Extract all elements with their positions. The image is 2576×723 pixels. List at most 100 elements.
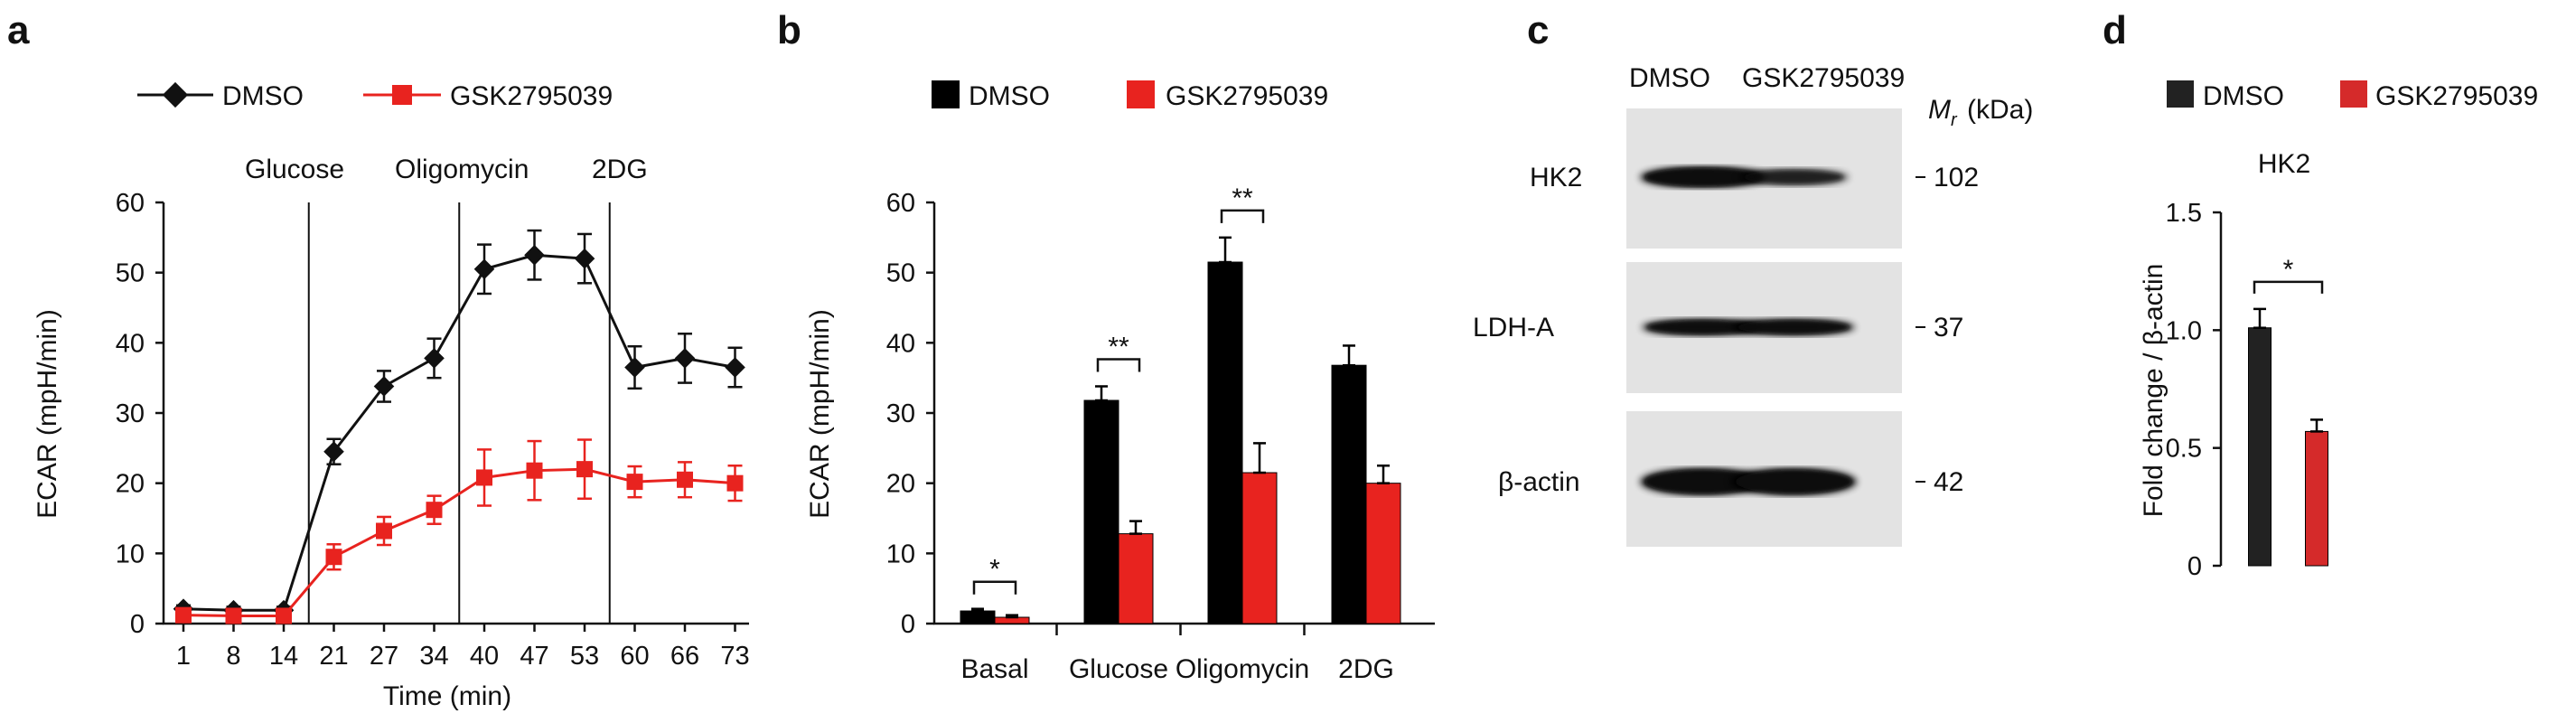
data-point-diamond [473, 258, 495, 280]
data-point-square [677, 471, 693, 488]
x-tick-label: 60 [620, 642, 649, 671]
x-tick-label: 66 [670, 642, 699, 671]
blot-band [1645, 168, 1761, 186]
x-tick-label: 1 [176, 642, 191, 671]
panel-a-line-chart: a DMSO GSK2795039 Glucose Oligomycin 2DG… [7, 8, 750, 711]
legend-dmso-label: DMSO [2203, 81, 2284, 111]
panel-d-label: d [2103, 8, 2127, 52]
panel-d-y-ticks: 0 0.5 1.0 1.5 [2166, 199, 2221, 581]
panel-a-x-title: Time (min) [383, 681, 511, 711]
bar-dmso [2248, 327, 2272, 567]
y-tick-label: 1.0 [2166, 316, 2202, 345]
y-tick-label: 60 [116, 189, 145, 218]
bar-dmso [1083, 399, 1119, 624]
bar-gsk [1241, 472, 1278, 624]
data-point-square [276, 607, 292, 624]
x-tick-label: 53 [570, 642, 599, 671]
bar-dmso [960, 610, 996, 624]
data-point-square [225, 607, 242, 624]
panel-d-legend: DMSO GSK2795039 [2167, 80, 2538, 111]
series-line [183, 467, 735, 617]
panel-a-label: a [7, 8, 30, 52]
mw-marker-actin: 42 [1934, 467, 1963, 497]
mw-marker-hk2: 102 [1934, 163, 1979, 192]
y-tick-label: 10 [116, 540, 145, 568]
x-tick-label: 47 [520, 642, 548, 671]
legend-gsk-swatch [1127, 80, 1155, 108]
data-point-square [526, 462, 543, 479]
legend-dmso-label: DMSO [969, 81, 1050, 111]
panel-d-y-title: Fold change / β-actin [2139, 264, 2169, 518]
panel-b-categories: Basal Glucose Oligomycin 2DG [960, 624, 1394, 684]
panel-b-legend: DMSO GSK2795039 [932, 80, 1328, 111]
mw-label: Mr [1928, 95, 1958, 130]
panel-a-injection-lines [307, 202, 611, 624]
data-point-square [576, 461, 593, 478]
category-label: Glucose [1069, 654, 1168, 684]
x-tick-label: 40 [470, 642, 499, 671]
data-point-square [426, 502, 443, 519]
y-tick-label: 0.5 [2166, 435, 2202, 464]
mw-unit: (kDa) [1967, 95, 2033, 125]
panel-d-bar-chart: d DMSO GSK2795039 HK2 Fold change / β-ac… [2103, 8, 2538, 581]
y-tick-label: 10 [886, 540, 915, 568]
blot-row-label-ldha: LDH-A [1473, 313, 1554, 343]
y-tick-label: 0 [130, 610, 145, 639]
data-point-diamond [424, 348, 445, 369]
category-label: Oligomycin [1176, 654, 1309, 684]
y-tick-label: 0 [2187, 552, 2202, 581]
significance-star: * [2283, 255, 2294, 285]
legend-dmso-label: DMSO [222, 81, 304, 111]
y-tick-label: 60 [886, 189, 915, 218]
bar-dmso [1331, 364, 1367, 624]
x-tick-label: 14 [269, 642, 298, 671]
bar-gsk [1118, 533, 1154, 624]
x-tick-label: 34 [419, 642, 448, 671]
data-point-diamond [524, 244, 545, 266]
panel-a-series [173, 229, 745, 624]
data-point-diamond [674, 348, 696, 369]
panel-b-bars: ***** [960, 183, 1401, 624]
bar-dmso [1207, 261, 1243, 624]
data-point-square [376, 522, 392, 540]
data-point-diamond [323, 441, 344, 463]
panel-c-western-blot: c DMSO GSK2795039 Mr (kDa) HK2 LDH-A β-a… [1473, 8, 2033, 547]
legend-gsk-swatch [2340, 80, 2367, 108]
blot-band [1738, 320, 1850, 334]
panel-d-title: HK2 [2258, 149, 2310, 179]
data-point-square [175, 606, 192, 624]
data-point-diamond [624, 357, 645, 378]
significance-bracket [2253, 280, 2324, 294]
y-tick-label: 0 [901, 610, 915, 639]
panel-d-bars: * [2248, 255, 2328, 567]
bar-gsk [2305, 430, 2328, 567]
y-tick-label: 30 [886, 399, 915, 428]
lane-label-dmso: DMSO [1629, 63, 1710, 93]
category-label: 2DG [1338, 654, 1394, 684]
legend-gsk-label: GSK2795039 [450, 81, 613, 111]
panel-b-y-ticks: 0 10 20 30 40 50 60 [886, 189, 934, 639]
y-tick-label: 1.5 [2166, 199, 2202, 228]
x-tick-label: 8 [226, 642, 240, 671]
y-tick-label: 20 [886, 470, 915, 499]
legend-gsk-label: GSK2795039 [2375, 81, 2538, 111]
panel-c-label: c [1527, 8, 1549, 52]
significance-star: ** [1108, 332, 1129, 362]
blot-band [1645, 470, 1761, 493]
y-tick-label: 30 [116, 399, 145, 428]
panel-a-y-ticks: 0 10 20 30 40 50 60 [116, 189, 164, 639]
significance-star: ** [1232, 183, 1253, 213]
y-tick-label: 40 [116, 329, 145, 358]
data-point-diamond [725, 357, 745, 378]
data-point-square [325, 549, 342, 566]
significance-bracket [972, 580, 1017, 595]
legend-dmso-swatch [932, 80, 960, 108]
legend-gsk-square-icon [392, 85, 412, 105]
data-point-square [476, 469, 492, 486]
data-point-square [626, 474, 643, 491]
legend-dmso-swatch [2167, 80, 2194, 108]
x-tick-label: 27 [370, 642, 398, 671]
panel-a-x-ticks: 1 8 14 21 27 34 40 47 53 60 66 73 [176, 624, 750, 671]
x-tick-label: 73 [720, 642, 749, 671]
